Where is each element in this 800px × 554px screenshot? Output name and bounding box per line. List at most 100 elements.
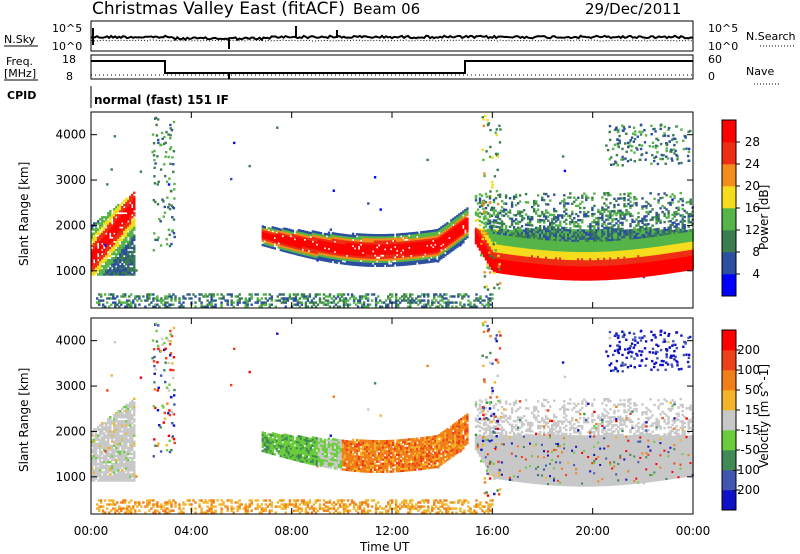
heatmap-cell [607,261,610,264]
heatmap-cell [583,233,586,236]
heatmap-cell [422,237,425,240]
heatmap-cell [379,208,382,211]
heatmap-cell [500,267,504,270]
heatmap-cell [386,264,389,267]
heatmap-cell [377,301,380,304]
heatmap-cell [113,263,116,266]
heatmap-cell [307,251,311,255]
heatmap-cell [153,182,157,185]
heatmap-cell [129,257,132,260]
heatmap-cell [585,194,588,197]
heatmap-cell [172,232,176,235]
heatmap-cell [553,238,556,241]
heatmap-cell [305,235,309,238]
heatmap-cell [621,242,624,245]
heatmap-cell [559,255,562,258]
heatmap-cell [565,226,568,230]
heatmap-cell [117,205,120,209]
heatmap-cell [322,301,326,304]
heatmap-cell [317,258,321,261]
heatmap-cell [169,137,172,140]
heatmap-cell [496,260,500,263]
heatmap-cell [615,234,618,237]
heatmap-cell [597,223,600,226]
heatmap-cell [605,269,608,272]
heatmap-cell [623,256,626,259]
heatmap-cell [96,297,99,300]
heatmap-cell [512,269,516,272]
heatmap-cell [541,241,544,244]
heatmap-cell [597,251,600,254]
heatmap-cell [123,234,126,237]
heatmap-cell [362,301,366,304]
heatmap-cell [551,252,554,255]
heatmap-cell [111,216,114,219]
heatmap-cell [545,192,548,196]
heatmap-cell [124,301,127,304]
heatmap-cell [93,250,96,254]
heatmap-cell [396,239,399,242]
heatmap-cell [494,256,498,259]
heatmap-cell [123,228,126,231]
heatmap-cell [115,210,118,213]
heatmap-cell [311,238,315,241]
heatmap-cell [474,239,478,243]
heatmap-cell [131,232,134,235]
heatmap-cell [545,252,548,255]
heatmap-cell [591,239,594,242]
heatmap-cell [577,233,580,236]
heatmap-cell [520,243,524,246]
heatmap-cell [103,238,106,241]
heatmap-cell [585,229,588,232]
heatmap-cell [103,250,106,254]
heatmap-cell [573,263,576,267]
heatmap-cell [121,246,124,250]
heatmap-cell [516,257,520,260]
heatmap-cell [351,259,355,262]
heatmap-cell [107,212,110,215]
heatmap-cell [333,236,337,239]
heatmap-cell [619,256,622,259]
heatmap-cell [581,231,584,234]
heatmap-cell [238,301,241,304]
heatmap-cell [526,270,530,274]
heatmap-cell [109,228,112,231]
heatmap-cell [334,297,338,300]
heatmap-cell [384,252,387,255]
heatmap-cell [281,241,284,244]
heatmap-cell [537,273,540,277]
heatmap-cell [121,210,124,213]
heatmap-cell [529,258,532,262]
heatmap-cell [390,246,393,249]
heatmap-cell [103,259,106,262]
heatmap-cell [575,255,578,259]
heatmap-cell [599,251,602,254]
heatmap-cell [474,233,478,237]
heatmap-cell [440,236,443,239]
heatmap-cell [317,241,321,245]
heatmap-cell [533,234,536,238]
heatmap-cell [381,301,384,304]
heatmap-cell [625,237,628,240]
heatmap-cell [522,266,526,269]
heatmap-cell [579,266,582,269]
heatmap-cell [432,229,435,232]
heatmap-cell [99,244,102,248]
heatmap-cell [115,267,118,270]
heatmap-cell [384,236,387,239]
heatmap-cell [510,268,514,272]
heatmap-cell [450,231,453,234]
heatmap-cell [365,239,369,243]
heatmap-cell [465,293,468,296]
heatmap-cell [380,260,383,263]
heatmap-cell [516,259,520,262]
heatmap-cell [269,242,272,245]
heatmap-cell [444,231,447,235]
heatmap-cell [125,234,128,237]
heatmap-cell [553,209,556,213]
heatmap-cell [315,239,319,242]
heatmap-cell [529,228,532,231]
heatmap-cell [132,299,135,302]
heatmap-cell [613,275,616,278]
heatmap-cell [349,257,353,260]
